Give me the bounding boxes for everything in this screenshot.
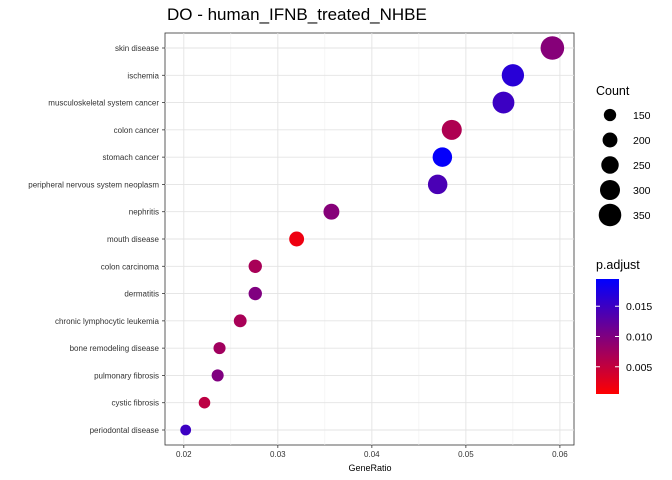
color-legend: p.adjust 0.005 0.010 0.015 <box>596 258 652 394</box>
chart-title: DO - human_IFNB_treated_NHBE <box>167 5 427 24</box>
size-legend: Count 150 200 250 300 350 <box>596 84 651 227</box>
size-legend-label: 150 <box>633 110 651 122</box>
category-label: periodontal disease <box>90 426 160 435</box>
category-label: musculoskeletal system cancer <box>48 99 159 108</box>
size-legend-key <box>602 132 618 148</box>
data-point <box>233 314 247 328</box>
category-label: nephritis <box>129 208 159 217</box>
data-point <box>198 396 211 409</box>
data-point <box>427 174 448 195</box>
color-legend-label: 0.005 <box>626 362 652 374</box>
size-legend-label: 350 <box>633 210 651 222</box>
size-legend-label: 300 <box>633 185 651 197</box>
size-legend-label: 200 <box>633 135 651 147</box>
x-tick-label: 0.06 <box>552 450 568 459</box>
data-points <box>180 36 565 436</box>
category-labels: skin disease ischemia musculoskeletal syst… <box>28 44 165 435</box>
x-tick-label: 0.05 <box>458 450 474 459</box>
data-point <box>180 424 192 436</box>
data-point <box>248 259 262 273</box>
category-label: stomach cancer <box>103 153 160 162</box>
data-point <box>248 286 262 301</box>
x-axis-ticks: 0.02 0.03 0.04 0.05 0.06 <box>176 445 568 459</box>
size-legend-title: Count <box>596 84 630 98</box>
data-point <box>323 203 340 220</box>
data-point <box>289 231 305 247</box>
color-legend-label: 0.015 <box>626 301 652 313</box>
x-tick-label: 0.02 <box>176 450 192 459</box>
category-label: mouth disease <box>107 235 160 244</box>
category-label: peripheral nervous system neoplasm <box>28 180 159 189</box>
category-label: dermatitis <box>124 290 159 299</box>
category-label: ischemia <box>127 71 159 80</box>
data-point <box>213 342 226 355</box>
x-tick-label: 0.03 <box>270 450 286 459</box>
data-point <box>432 147 453 167</box>
data-point <box>492 91 515 114</box>
color-legend-label: 0.010 <box>626 332 652 344</box>
category-label: skin disease <box>115 44 160 53</box>
data-point <box>211 369 224 382</box>
color-bar <box>596 279 619 394</box>
x-tick-label: 0.04 <box>364 450 380 459</box>
data-point <box>540 36 565 60</box>
category-label: colon cancer <box>114 126 160 135</box>
grid <box>165 33 574 445</box>
data-point <box>501 64 525 87</box>
category-label: pulmonary fibrosis <box>94 371 159 380</box>
category-label: cystic fibrosis <box>111 399 159 408</box>
data-point <box>441 119 462 140</box>
category-label: bone remodeling disease <box>70 344 160 353</box>
size-legend-key <box>599 179 621 201</box>
size-legend-key <box>603 108 617 122</box>
category-label: colon carcinoma <box>101 262 160 271</box>
color-legend-title: p.adjust <box>596 258 640 272</box>
category-label: chronic lymphocytic leukemia <box>55 317 160 326</box>
x-axis-label: GeneRatio <box>348 463 391 473</box>
size-legend-label: 250 <box>633 160 651 172</box>
size-legend-key <box>598 203 622 227</box>
size-legend-key <box>601 156 619 174</box>
